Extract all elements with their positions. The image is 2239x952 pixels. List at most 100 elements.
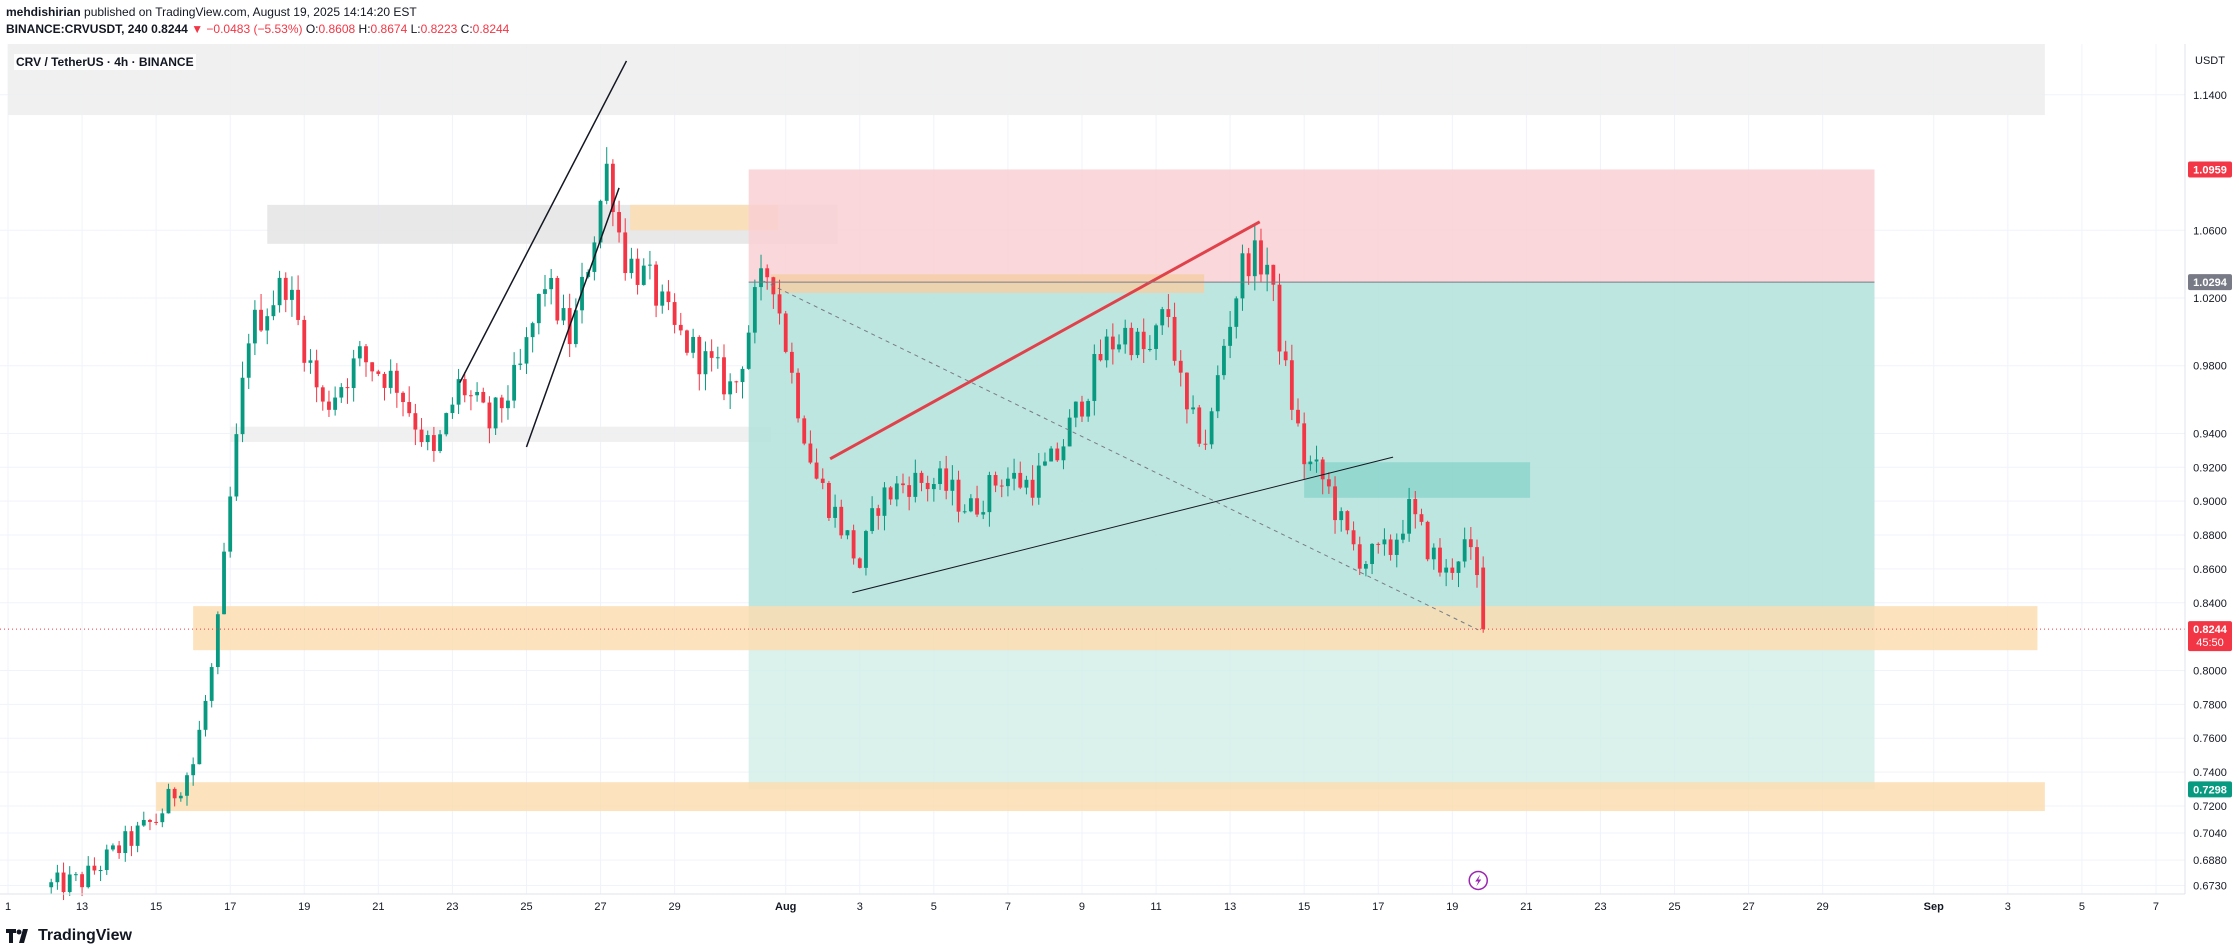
candle-body xyxy=(870,508,875,532)
candle-body xyxy=(277,277,282,306)
candle-body xyxy=(1166,309,1171,317)
candle-body xyxy=(388,370,393,388)
x-tick-label: 11 xyxy=(1150,901,1161,913)
candle-body xyxy=(962,511,967,513)
candle-body xyxy=(703,351,708,375)
y-tick-label: 1.1400 xyxy=(2193,90,2227,102)
chart-canvas[interactable]: USDT 1.1400 1.0600 1.0200 0.9800 0.9400 0.920… xyxy=(0,44,2239,924)
candle-body xyxy=(1363,564,1368,569)
y-tick-label: 1.0600 xyxy=(2193,225,2227,237)
zone-demand-upper xyxy=(193,606,2038,651)
y-tick-label: 0.9000 xyxy=(2193,496,2227,508)
candle-body xyxy=(80,874,84,888)
candle-body xyxy=(654,264,659,306)
candle-body xyxy=(975,498,979,515)
candle-body xyxy=(1135,331,1140,356)
candle-body xyxy=(919,472,924,483)
candle-body xyxy=(407,402,412,414)
candle-body xyxy=(876,508,881,516)
candle-body xyxy=(475,391,480,396)
candle-body xyxy=(191,764,196,776)
candle-body xyxy=(1431,547,1436,560)
candle-body xyxy=(1228,326,1233,346)
candle-body xyxy=(1345,511,1350,531)
y-tick-label: 0.8000 xyxy=(2193,665,2227,677)
price-badge-stop-loss xyxy=(2188,161,2232,178)
y-tick-label: 0.7800 xyxy=(2193,699,2227,711)
candle-body xyxy=(759,268,763,288)
candle-body xyxy=(376,371,381,374)
candle-body xyxy=(1129,327,1134,356)
candle-body xyxy=(1012,472,1017,479)
candle-body xyxy=(438,434,442,452)
candle-body xyxy=(1407,499,1412,534)
candle-body xyxy=(1184,372,1189,410)
open-value: 0.8608 xyxy=(318,22,356,36)
candle-body xyxy=(160,813,165,823)
x-tick-label: 13 xyxy=(76,901,88,913)
candle-body xyxy=(839,506,844,536)
x-tick-label: 5 xyxy=(2079,901,2085,913)
candle-body xyxy=(864,531,868,568)
candle-body xyxy=(98,870,103,872)
candle-body xyxy=(783,313,788,352)
candle-body xyxy=(1222,345,1226,376)
x-tick-label: 19 xyxy=(1446,901,1458,913)
candle-body xyxy=(481,391,486,403)
x-tick-label: 3 xyxy=(2005,901,2011,913)
y-tick-label: 0.6730 xyxy=(2193,881,2227,893)
y-tick-label: 0.8800 xyxy=(2193,530,2227,542)
candle-body xyxy=(1283,351,1288,361)
price-axis[interactable]: USDT 1.1400 1.0600 1.0200 0.9800 0.9400 0.920… xyxy=(2184,44,2232,894)
close-value: 0.8244 xyxy=(472,22,510,36)
zone-top-grey xyxy=(8,44,2045,116)
candle-body xyxy=(530,323,535,338)
candle-body xyxy=(697,336,702,375)
x-tick-label: 15 xyxy=(150,901,162,913)
candle-body xyxy=(833,506,838,518)
chart-symbol-title[interactable]: CRV / TetherUS · 4h · BINANCE xyxy=(14,54,196,70)
y-tick-label: 1.0200 xyxy=(2193,293,2227,305)
candle-body xyxy=(882,487,887,516)
y-tick-label: 0.9400 xyxy=(2193,428,2227,440)
candle-body xyxy=(215,614,220,668)
candle-body xyxy=(968,498,973,512)
candle-body xyxy=(604,163,609,201)
publish-text: published on TradingView.com, August 19,… xyxy=(84,5,417,19)
price-badge-take-profit xyxy=(2188,781,2232,798)
publisher-name[interactable]: mehdishirian xyxy=(6,5,81,19)
candle-body xyxy=(431,435,436,452)
candle-body xyxy=(444,413,449,435)
candle-body xyxy=(1024,479,1029,488)
candle-body xyxy=(1351,530,1356,545)
y-tick-label: 0.8600 xyxy=(2193,564,2227,576)
candle-body xyxy=(1468,539,1473,548)
y-tick-label: 0.7600 xyxy=(2193,733,2227,745)
candle-body xyxy=(240,377,245,435)
tradingview-footer[interactable]: TradingView xyxy=(6,926,132,946)
zone-target-zone xyxy=(748,282,1875,630)
candle-body xyxy=(1320,459,1325,480)
candle-body xyxy=(1425,521,1430,560)
candle-body xyxy=(765,268,770,278)
chart-header: mehdishirian published on TradingView.co… xyxy=(6,4,509,38)
candle-body xyxy=(320,387,325,402)
candle-body xyxy=(1419,514,1424,522)
candle-body xyxy=(234,434,239,497)
high-value: 0.8674 xyxy=(370,22,408,36)
candle-body xyxy=(901,483,905,486)
candle-body xyxy=(499,397,504,409)
candle-body xyxy=(1475,547,1479,576)
candle-body xyxy=(141,819,146,826)
candle-body xyxy=(820,478,825,483)
candle-body xyxy=(1382,539,1387,545)
candle-body xyxy=(827,482,831,518)
time-axis[interactable]: 1 13 15 17 19 21 23 25 27 29 Aug 3 5 7 9 11 13 15 17 19 21 23… xyxy=(0,893,2185,913)
last-price-value: 0.8244 xyxy=(151,22,188,36)
candle-body xyxy=(709,351,714,358)
x-tick-label: 21 xyxy=(372,901,384,913)
candle-body xyxy=(685,330,689,353)
candle-body xyxy=(796,372,800,419)
close-label: C: xyxy=(460,22,473,36)
line-channel-lower xyxy=(852,456,1394,594)
